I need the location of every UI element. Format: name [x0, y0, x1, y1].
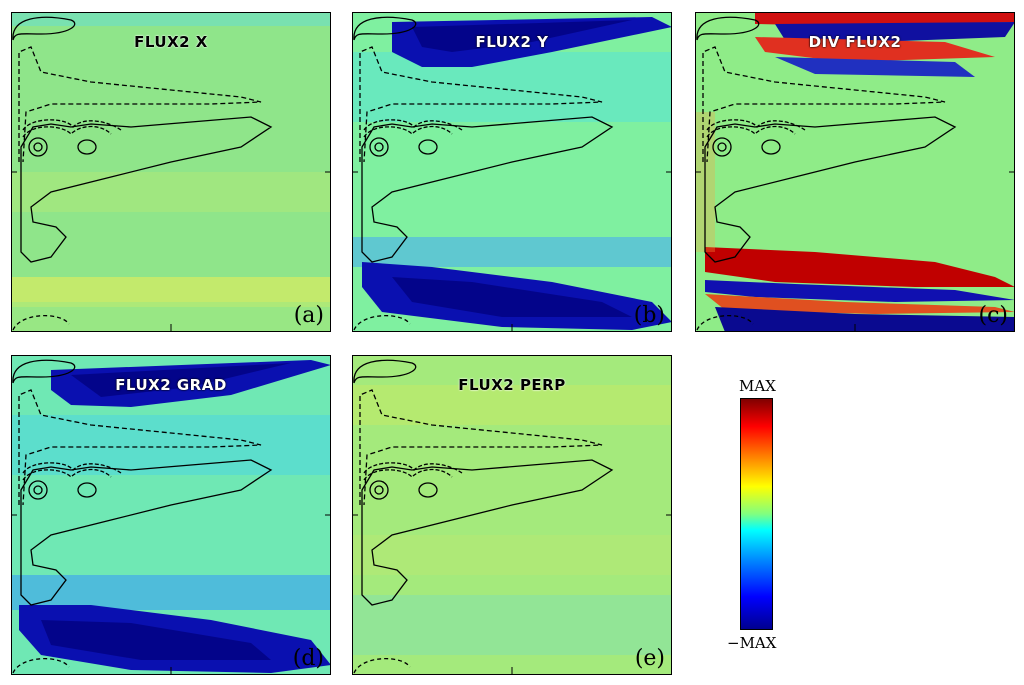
panel-label: (c) — [978, 303, 1009, 328]
panel-flux2-x: FLUX2 X (a) — [11, 12, 331, 332]
panel-title: FLUX2 PERP — [458, 376, 566, 394]
panel-flux2-y: FLUX2 Y (b) — [352, 12, 672, 332]
panel-label: (e) — [634, 646, 665, 671]
panel-flux2-perp: FLUX2 PERP (e) — [352, 355, 672, 675]
field-plot — [695, 12, 1015, 332]
field-plot — [11, 355, 331, 675]
panel-title: FLUX2 GRAD — [115, 376, 227, 394]
panel-title: FLUX2 X — [134, 33, 208, 51]
panel-div-flux2: DIV FLUX2 (c) — [695, 12, 1015, 332]
panel-title: DIV FLUX2 — [808, 33, 902, 51]
colorbar — [740, 398, 773, 630]
colorbar-min-label: −MAX — [727, 634, 777, 652]
colorbar-max-label: MAX — [739, 377, 776, 395]
panel-flux2-grad: FLUX2 GRAD (d) — [11, 355, 331, 675]
field-plot — [11, 12, 331, 332]
field-plot — [352, 12, 672, 332]
panel-label: (a) — [293, 303, 324, 328]
panel-label: (d) — [292, 646, 324, 671]
panel-title: FLUX2 Y — [475, 33, 549, 51]
panel-label: (b) — [633, 303, 665, 328]
field-plot — [352, 355, 672, 675]
